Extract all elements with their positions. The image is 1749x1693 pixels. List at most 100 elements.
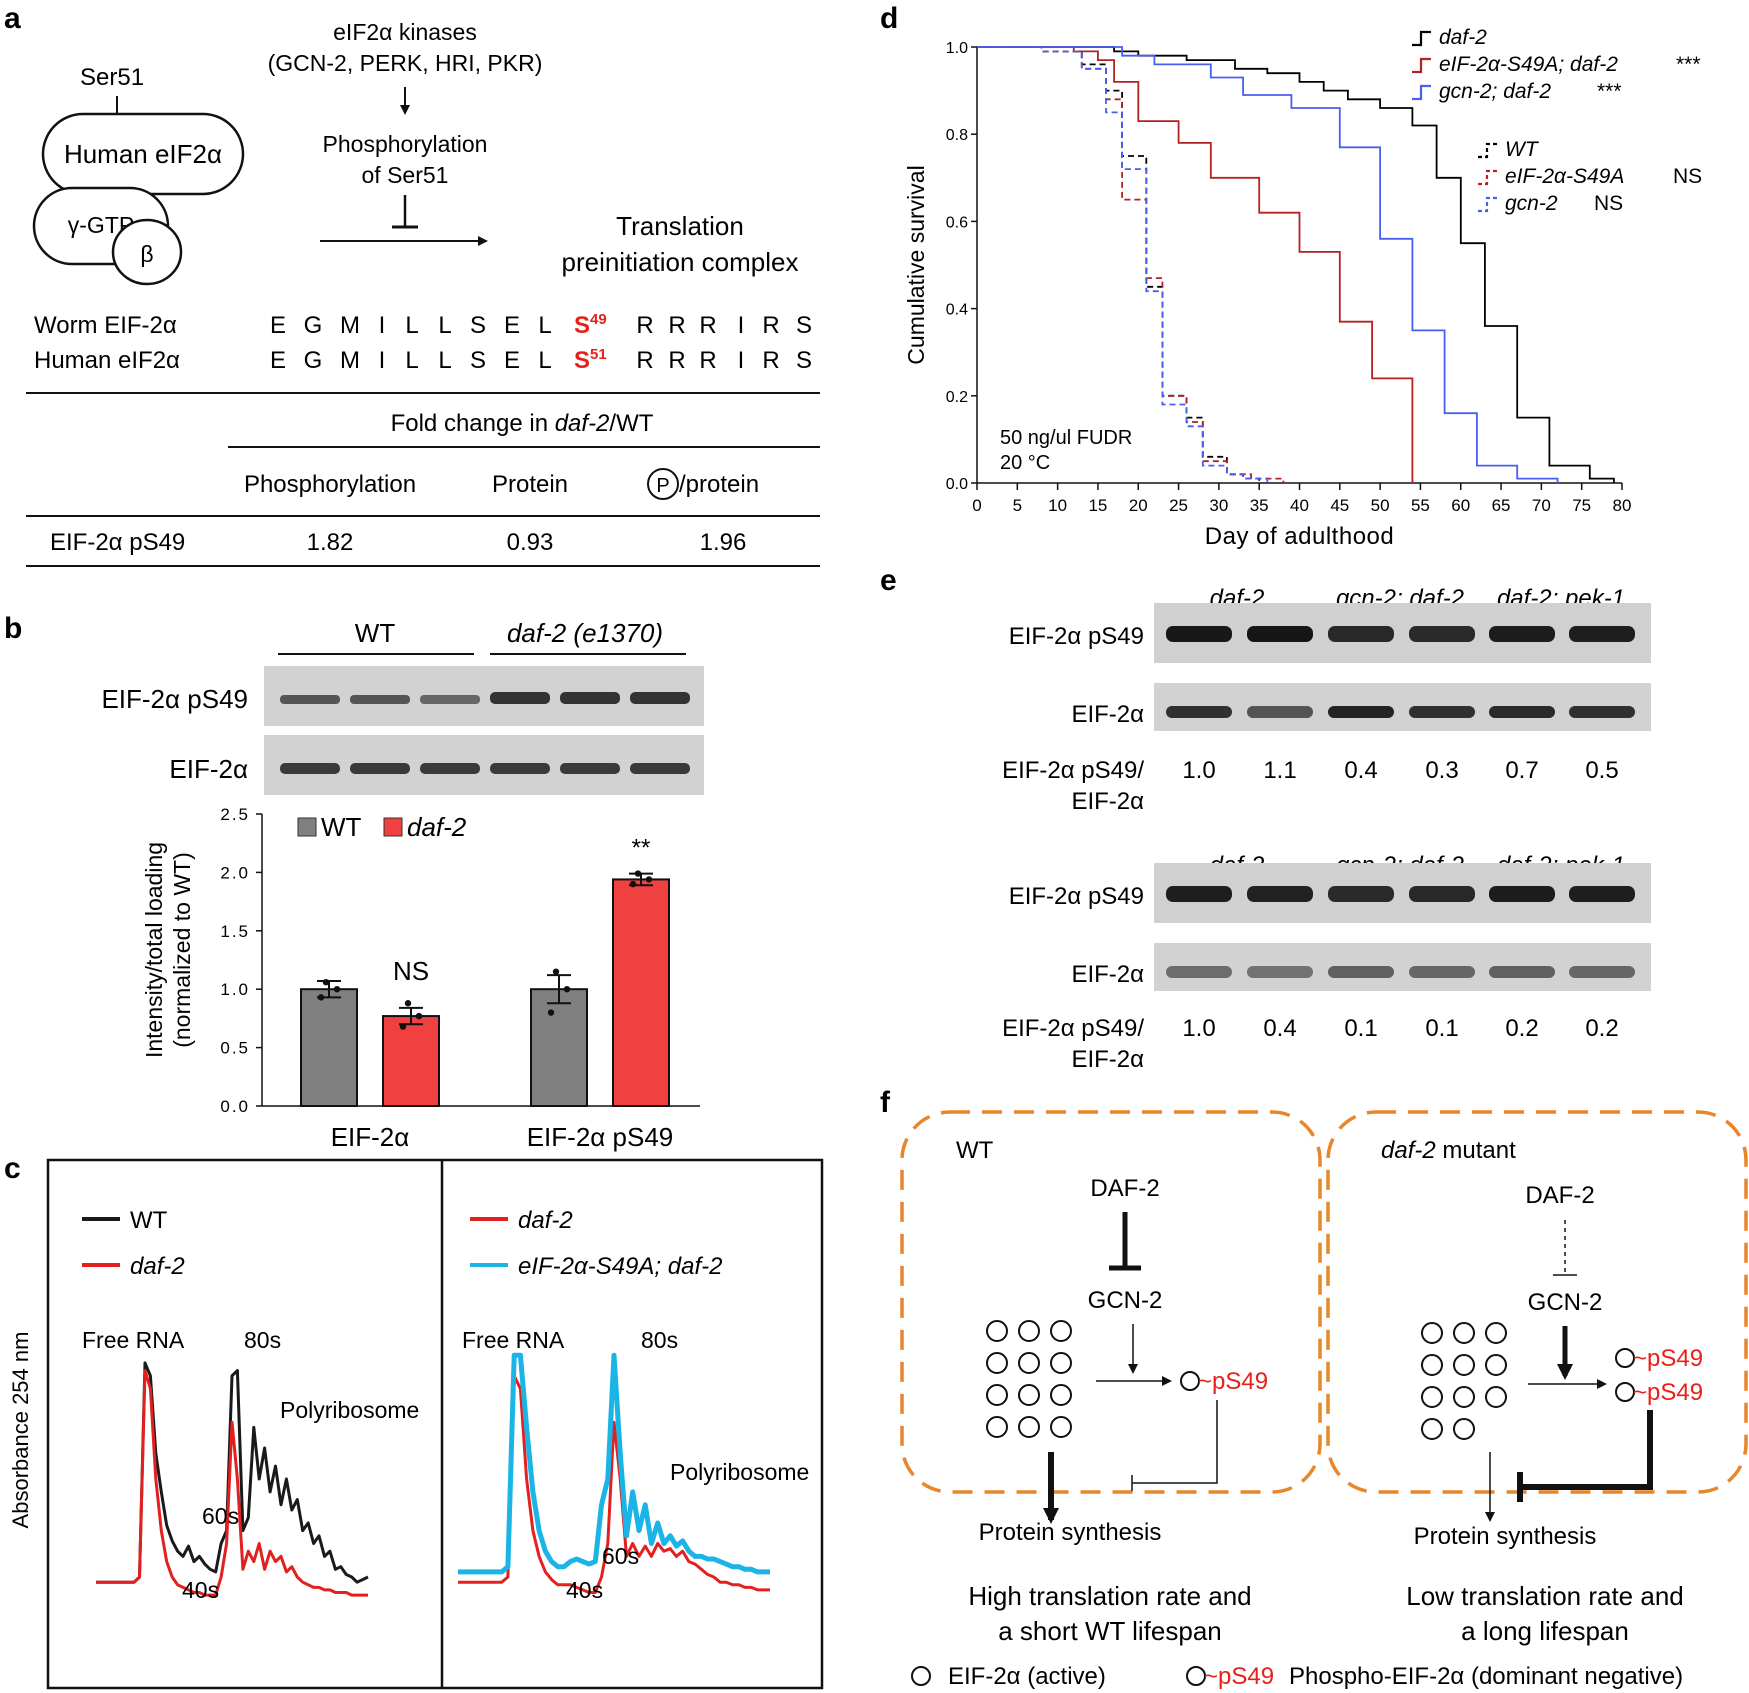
survival-curve-eIF-2α-S49A; daf-2 — [977, 46, 1414, 483]
residue: R — [762, 347, 779, 374]
sig-star: ** — [632, 835, 651, 862]
sig-ns: NS — [393, 956, 429, 986]
residue: R — [699, 312, 716, 339]
data-point — [404, 1000, 412, 1007]
right-80s: 80s — [641, 1327, 678, 1353]
legend-sig: NS — [1594, 192, 1623, 215]
residue: E — [270, 347, 286, 374]
ratio-value: 0.1 — [1344, 1015, 1377, 1042]
legend-ps49-label: ~pS49 — [1204, 1663, 1274, 1690]
survival-x-tick-label: 80 — [1613, 496, 1632, 515]
bar-daf-2-0 — [382, 1015, 440, 1108]
blot-band-total — [1247, 706, 1313, 718]
bar-y-tick-label: 1.5 — [220, 922, 250, 941]
kinases-list: (GCN-2, PERK, HRI, PKR) — [268, 50, 543, 76]
survival-x-tick-label: 70 — [1532, 496, 1551, 515]
residue: L — [438, 312, 451, 339]
complex-line1: Translation — [616, 211, 744, 241]
blot-band-total — [1328, 966, 1394, 978]
blot-band-total — [1489, 706, 1555, 718]
value-phosphorylation: 1.82 — [307, 529, 354, 556]
residue: G — [304, 347, 323, 374]
eif2a-circle — [1050, 1384, 1072, 1406]
ratio-value: 0.1 — [1425, 1015, 1458, 1042]
bar-WT-1 — [530, 988, 588, 1108]
eif2a-circle — [1453, 1418, 1475, 1440]
blot-daf2-label: daf-2 (e1370) — [507, 618, 663, 648]
daf2-daf2-label: DAF-2 — [1525, 1182, 1594, 1209]
survival-x-tick-label: 50 — [1371, 496, 1390, 515]
residue: E — [270, 312, 286, 339]
complex-line2: preinitiation complex — [561, 247, 798, 277]
data-point — [317, 994, 325, 1001]
value-ratio: 1.96 — [700, 529, 747, 556]
daf2-caption-2: a long lifespan — [1461, 1616, 1629, 1646]
residue: M — [340, 312, 360, 339]
wt-caption-2: a short WT lifespan — [998, 1616, 1222, 1646]
blot-band-ps49 — [1328, 886, 1394, 902]
daf2-protein-synthesis: Protein synthesis — [1414, 1523, 1597, 1550]
wt-caption-1: High translation rate and — [968, 1581, 1251, 1611]
legend-swatch — [1478, 196, 1497, 213]
bar-y-tick-label: 2.0 — [220, 863, 250, 882]
blot-row-ps49: EIF-2α pS49 — [101, 684, 248, 714]
ratio-value: 1.0 — [1182, 757, 1215, 784]
eif2a-circle — [1421, 1354, 1443, 1376]
daf2-caption-1: Low translation rate and — [1406, 1581, 1684, 1611]
alignment-row-name: Worm EIF-2α — [34, 312, 177, 339]
residue: R — [699, 347, 716, 374]
phospho-site: S49 — [574, 311, 607, 339]
residue: R — [636, 347, 653, 374]
kinases-title: eIF2α kinases — [333, 19, 477, 45]
ratio-label-1: EIF-2α pS49/ — [1002, 757, 1144, 784]
eif2a-circle — [986, 1416, 1008, 1438]
ratio-label-2: EIF-2α — [1071, 788, 1144, 815]
bar-category-label: EIF-2α — [331, 1122, 410, 1152]
legend-sig: NS — [1673, 165, 1702, 188]
data-point — [399, 1023, 407, 1030]
blot-band-ps49 — [1409, 886, 1475, 902]
left-legend-daf2: daf-2 — [130, 1253, 185, 1280]
left-80s: 80s — [244, 1327, 281, 1353]
panel-b: b WT daf-2 (e1370) EIF-2α pS49 EIF-2α 0.… — [4, 612, 704, 1152]
blot-band-total — [1489, 966, 1555, 978]
blot-band-ps49 — [1247, 886, 1313, 902]
wt-feedback-line — [1132, 1400, 1218, 1484]
temperature-note: 20 °C — [1000, 452, 1050, 474]
legend-active-label: EIF-2α (active) — [948, 1663, 1106, 1690]
bar-WT-0 — [300, 988, 358, 1108]
blot-strip-total — [1154, 683, 1651, 731]
ratio-value: 0.5 — [1585, 757, 1618, 784]
ser51-label: Ser51 — [80, 64, 144, 91]
eif2a-circle — [1485, 1386, 1507, 1408]
eif2a-circle — [1453, 1354, 1475, 1376]
right-polyribosome: Polyribosome — [670, 1459, 809, 1485]
survival-x-tick-label: 45 — [1330, 496, 1349, 515]
legend-swatch — [1412, 30, 1431, 47]
data-point — [629, 880, 637, 888]
human-eif2a-label: Human eIF2α — [64, 139, 222, 169]
survival-y-tick-label: 0.6 — [946, 214, 968, 231]
blot-band-ps49 — [1489, 626, 1555, 642]
legend-phospho-circle-icon — [1186, 1666, 1206, 1686]
blot-band-ps49 — [1166, 626, 1232, 642]
legend-phospho-label: Phospho-EIF-2α (dominant negative) — [1289, 1663, 1683, 1690]
blot-wt-label: WT — [355, 618, 396, 648]
ratio-value: 0.4 — [1344, 757, 1377, 784]
daf2-eif2a-circles — [1421, 1322, 1507, 1440]
residue: R — [668, 312, 685, 339]
panel-label-c: c — [4, 1152, 21, 1185]
blot-row-total: EIF-2α — [1071, 961, 1144, 988]
col-phosphorylation: Phosphorylation — [244, 471, 416, 498]
survival-y-tick-label: 0.4 — [946, 302, 968, 319]
residue: R — [636, 312, 653, 339]
eif2a-circle — [1453, 1386, 1475, 1408]
right-40s: 40s — [566, 1577, 603, 1603]
fudr-note: 50 ng/ul FUDR — [1000, 427, 1132, 449]
blot-band-total — [1247, 966, 1313, 978]
residue: S — [470, 347, 486, 374]
legend-label: eIF-2α-S49A; daf-2 — [1439, 53, 1618, 76]
